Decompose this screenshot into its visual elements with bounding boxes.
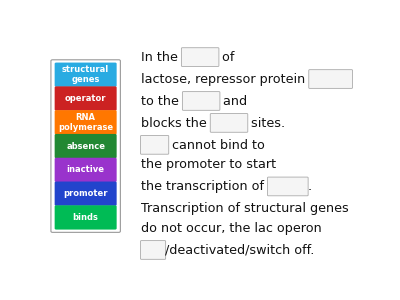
Text: lactose, repressor protein: lactose, repressor protein <box>142 73 310 86</box>
FancyBboxPatch shape <box>182 92 220 110</box>
FancyBboxPatch shape <box>140 241 166 259</box>
FancyBboxPatch shape <box>55 110 117 134</box>
FancyBboxPatch shape <box>55 134 117 158</box>
FancyBboxPatch shape <box>55 158 117 182</box>
Text: blocks the: blocks the <box>142 117 211 130</box>
FancyBboxPatch shape <box>309 70 352 88</box>
FancyBboxPatch shape <box>181 48 219 66</box>
FancyBboxPatch shape <box>210 114 248 132</box>
Text: In the: In the <box>142 51 182 64</box>
Text: sites.: sites. <box>247 117 285 130</box>
Text: operator: operator <box>65 94 106 103</box>
Text: promoter: promoter <box>64 189 108 198</box>
Text: the promoter to start: the promoter to start <box>142 158 276 171</box>
Text: Transcription of structural genes: Transcription of structural genes <box>142 202 349 215</box>
Text: absence: absence <box>66 142 105 151</box>
FancyBboxPatch shape <box>55 63 117 87</box>
Text: the transcription of: the transcription of <box>142 180 268 194</box>
Text: RNA
polymerase: RNA polymerase <box>58 112 113 132</box>
Text: do not occur, the lac operon: do not occur, the lac operon <box>142 222 322 235</box>
FancyBboxPatch shape <box>55 205 117 230</box>
Text: /deactivated/switch off.: /deactivated/switch off. <box>165 244 314 257</box>
FancyBboxPatch shape <box>51 60 120 232</box>
Text: structural
genes: structural genes <box>62 65 109 84</box>
FancyBboxPatch shape <box>140 136 169 154</box>
FancyBboxPatch shape <box>268 177 308 196</box>
Text: binds: binds <box>73 213 98 222</box>
Text: to the: to the <box>142 95 183 108</box>
Text: .: . <box>307 180 311 194</box>
FancyBboxPatch shape <box>55 86 117 111</box>
Text: and: and <box>219 95 247 108</box>
FancyBboxPatch shape <box>55 182 117 206</box>
Text: of: of <box>218 51 234 64</box>
Text: cannot bind to: cannot bind to <box>168 139 265 152</box>
Text: inactive: inactive <box>67 165 105 174</box>
